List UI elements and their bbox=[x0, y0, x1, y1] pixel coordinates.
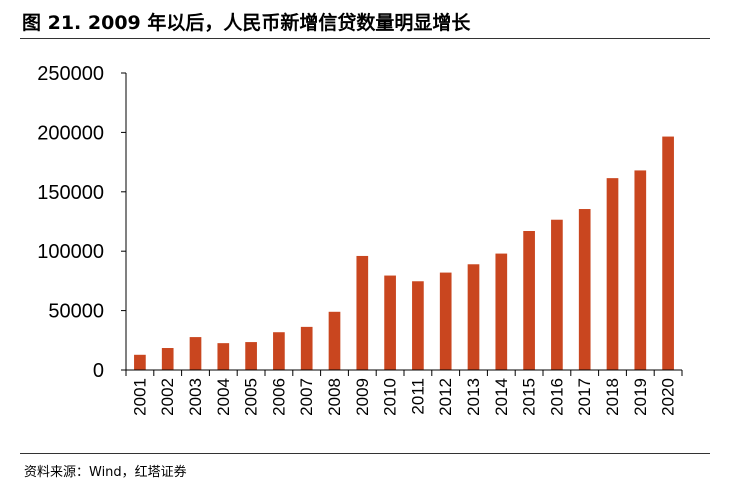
bar-2016 bbox=[551, 219, 563, 370]
y-tick-label: 50000 bbox=[48, 301, 104, 323]
axes-layer bbox=[121, 72, 683, 376]
bar-2018 bbox=[606, 178, 619, 370]
bar-2001 bbox=[134, 354, 146, 370]
y-tick-label: 150000 bbox=[37, 182, 104, 204]
x-tick-label: 2005 bbox=[242, 378, 261, 416]
bar-2004 bbox=[217, 343, 230, 370]
x-tick-label: 2018 bbox=[603, 378, 622, 416]
x-tick-label: 2013 bbox=[464, 378, 483, 416]
x-tick-label: 2002 bbox=[158, 378, 177, 416]
bar-2013 bbox=[467, 264, 480, 370]
bar-2010 bbox=[384, 275, 396, 370]
bar-2017 bbox=[578, 209, 591, 370]
x-tick-label: 2011 bbox=[408, 378, 427, 415]
bar-2008 bbox=[328, 311, 341, 370]
source-note: 资料来源：Wind，红塔证券 bbox=[24, 465, 187, 480]
bar-2011 bbox=[412, 281, 424, 370]
bar-2020 bbox=[662, 136, 674, 370]
x-tick-label: 2017 bbox=[575, 378, 594, 416]
bars-layer bbox=[134, 136, 674, 370]
x-tick-label: 2010 bbox=[381, 378, 400, 416]
x-tick-label: 2015 bbox=[520, 378, 539, 416]
bar-2019 bbox=[634, 170, 647, 370]
x-tick-label: 2003 bbox=[186, 378, 205, 416]
y-tick-label: 200000 bbox=[37, 122, 104, 144]
bar-2012 bbox=[439, 272, 452, 370]
y-tick-label: 250000 bbox=[37, 63, 104, 85]
x-tick-label: 2019 bbox=[631, 378, 650, 416]
y-tick-label: 0 bbox=[93, 360, 104, 382]
x-tick-label: 2016 bbox=[547, 378, 566, 416]
title-divider bbox=[20, 38, 710, 39]
bar-2006 bbox=[273, 332, 285, 370]
x-tick-label: 2009 bbox=[353, 378, 372, 416]
labels-layer: 0 50000 100000 150000 200000 250000 2001 2002 20… bbox=[37, 63, 677, 416]
x-tick-label: 2004 bbox=[214, 378, 233, 416]
bar-2003 bbox=[189, 337, 202, 370]
bar-2002 bbox=[161, 348, 174, 370]
source-divider bbox=[20, 453, 710, 454]
bar-2015 bbox=[523, 231, 535, 370]
x-tick-label: 2014 bbox=[492, 378, 511, 416]
x-tick-label: 2007 bbox=[297, 378, 316, 416]
bar-2005 bbox=[245, 342, 257, 370]
x-tick-label: 2001 bbox=[130, 378, 149, 416]
x-tick-label: 2012 bbox=[436, 378, 455, 416]
figure-title: 图 21. 2009 年以后，人民币新增信贷数量明显增长 bbox=[22, 12, 471, 34]
bar-2007 bbox=[300, 326, 313, 370]
bar-2014 bbox=[495, 253, 508, 370]
bar-2009 bbox=[356, 255, 369, 370]
x-tick-label: 2008 bbox=[325, 378, 344, 416]
x-tick-label: 2020 bbox=[659, 378, 678, 416]
x-tick-label: 2006 bbox=[269, 378, 288, 416]
y-tick-label: 100000 bbox=[37, 241, 104, 263]
